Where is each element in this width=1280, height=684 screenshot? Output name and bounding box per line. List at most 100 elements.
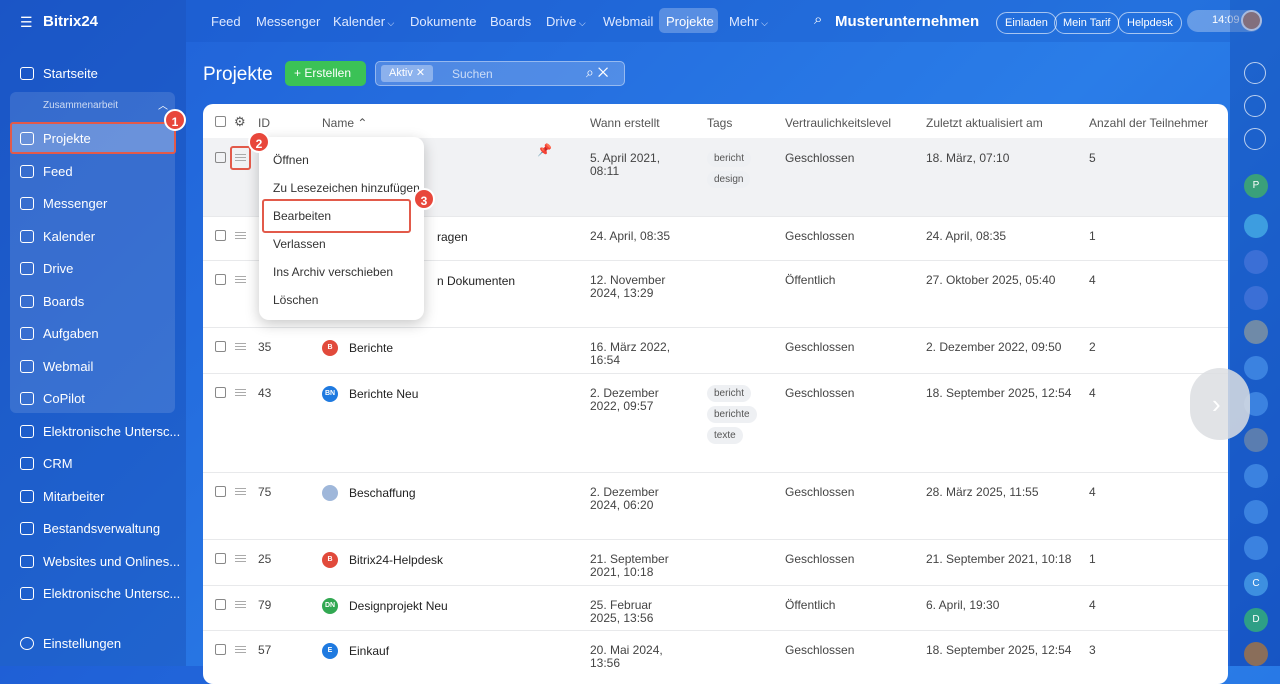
checkbox[interactable] (215, 116, 226, 127)
project-name[interactable]: n Dokumenten (437, 274, 516, 288)
sidebar-item[interactable]: Elektronische Untersc... (43, 586, 181, 601)
sidebar-item[interactable]: Elektronische Untersc... (43, 424, 181, 439)
search-actions[interactable]: ⌕ ✕ (586, 64, 609, 80)
checkbox[interactable] (215, 387, 226, 398)
project-avatar[interactable]: B (322, 552, 338, 568)
sidebar-item[interactable]: Projekte (43, 131, 91, 146)
icon-button[interactable] (1244, 95, 1266, 117)
checkbox[interactable] (215, 553, 226, 564)
chat-avatar[interactable]: C (1244, 572, 1268, 596)
settings[interactable]: Einstellungen (43, 636, 122, 651)
sidebar-item[interactable]: Mitarbeiter (43, 489, 105, 504)
nav-item[interactable]: Messenger (256, 14, 321, 29)
chat-avatar[interactable] (1244, 464, 1268, 488)
tag[interactable]: bericht (707, 385, 752, 402)
chat-avatar[interactable] (1244, 500, 1268, 524)
icon-button[interactable] (1244, 128, 1266, 150)
tag[interactable]: bericht (707, 150, 752, 167)
filter-chip[interactable]: Aktiv ✕ (381, 65, 434, 82)
checkbox[interactable] (215, 644, 226, 655)
sidebar-item[interactable]: CoPilot (43, 391, 85, 406)
checkbox[interactable] (215, 341, 226, 352)
column-header[interactable]: Tags (707, 116, 733, 130)
project-name[interactable]: Designprojekt Neu (349, 599, 448, 613)
top-button[interactable]: Mein Tarif (1054, 12, 1120, 34)
project-avatar[interactable] (322, 485, 338, 501)
project-avatar[interactable]: BN (322, 386, 338, 402)
checkbox[interactable] (215, 486, 226, 497)
project-name[interactable]: Bitrix24-Helpdesk (349, 553, 444, 567)
chevron[interactable]: ︿ (158, 101, 168, 112)
logo[interactable]: Bitrix24 (43, 13, 99, 30)
nav-item[interactable]: Boards (490, 14, 532, 29)
project-avatar[interactable]: E (322, 643, 338, 659)
sidebar-item[interactable]: Messenger (43, 196, 108, 211)
user-avatar[interactable] (1241, 10, 1262, 31)
menu-item[interactable]: Öffnen (273, 153, 309, 167)
sidebar-item[interactable]: Boards (43, 294, 85, 309)
row-menu[interactable] (235, 555, 246, 562)
nav-item[interactable]: Feed (211, 14, 241, 29)
nav-item[interactable]: Mehr ⌵ (729, 14, 768, 29)
column-header[interactable]: Vertraulichkeitslevel (785, 116, 892, 130)
menu-icon[interactable]: ☰ (20, 14, 33, 30)
chat-avatar[interactable] (1244, 320, 1268, 344)
nav-item[interactable]: Drive ⌵ (546, 14, 586, 29)
sidebar-item[interactable]: CRM (43, 456, 73, 471)
create-button[interactable]: + Erstellen (285, 61, 366, 86)
sidebar-item[interactable]: Webmail (43, 359, 94, 374)
chat-avatar[interactable] (1244, 642, 1268, 666)
pin[interactable]: 📌 (537, 143, 552, 157)
project-avatar[interactable]: DN (322, 598, 338, 614)
menu-item[interactable]: Ins Archiv verschieben (273, 265, 394, 279)
sidebar-item[interactable]: Startseite (43, 66, 98, 81)
row-menu[interactable] (235, 601, 246, 608)
column-header[interactable]: Anzahl der Teilnehmer (1089, 116, 1209, 130)
sidebar-item[interactable]: Feed (43, 164, 73, 179)
search-icon[interactable]: ⌕ (814, 11, 823, 28)
menu-item[interactable]: Bearbeiten (273, 209, 332, 223)
column-header[interactable]: Name ⌃ (322, 116, 368, 130)
row-menu[interactable] (235, 389, 246, 396)
top-button[interactable]: Helpdesk (1118, 12, 1182, 34)
chat-avatar[interactable] (1244, 286, 1268, 310)
project-name[interactable]: Berichte Neu (349, 387, 419, 401)
sidebar-item[interactable]: Aufgaben (43, 326, 99, 341)
menu-item[interactable]: Zu Lesezeichen hinzufügen (273, 181, 420, 195)
menu-item[interactable]: Löschen (273, 293, 319, 307)
column-header[interactable]: Zuletzt aktualisiert am (926, 116, 1043, 130)
checkbox[interactable] (215, 230, 226, 241)
checkbox[interactable] (215, 274, 226, 285)
chat-avatar[interactable]: D (1244, 608, 1268, 632)
nav-item[interactable]: Webmail (603, 14, 654, 29)
menu-item[interactable]: Verlassen (273, 237, 326, 251)
tag[interactable]: berichte (707, 406, 757, 423)
project-name[interactable]: Einkauf (349, 644, 390, 658)
sidebar-item[interactable]: Bestandsverwaltung (43, 521, 161, 536)
tag[interactable]: texte (707, 427, 743, 444)
row-menu[interactable] (235, 276, 246, 283)
top-button[interactable]: Einladen (996, 12, 1057, 34)
chat-avatar[interactable] (1244, 428, 1268, 452)
project-avatar[interactable]: B (322, 340, 338, 356)
sidebar-item[interactable]: Drive (43, 261, 74, 276)
row-menu[interactable] (235, 343, 246, 350)
column-header[interactable]: ID (258, 116, 270, 130)
sidebar-item[interactable]: Websites und Onlines... (43, 554, 181, 569)
row-menu[interactable] (235, 232, 246, 239)
group-label[interactable]: Zusammenarbeit (43, 100, 119, 111)
chat-avatar[interactable] (1244, 356, 1268, 380)
project-name[interactable]: ragen (437, 230, 468, 244)
chat-avatar[interactable] (1244, 250, 1268, 274)
search-box[interactable]: Aktiv ✕ Suchen ⌕ ✕ (375, 61, 625, 86)
gear[interactable]: ⚙ (234, 114, 246, 129)
project-name[interactable]: Berichte (349, 341, 394, 355)
row-menu[interactable] (235, 488, 246, 495)
nav-item[interactable]: Projekte (666, 14, 714, 29)
chat-avatar[interactable] (1244, 214, 1268, 238)
nav-item[interactable]: Kalender ⌵ (333, 14, 395, 29)
project-name[interactable]: Beschaffung (349, 486, 416, 500)
row-menu[interactable] (235, 154, 246, 161)
checkbox[interactable] (215, 599, 226, 610)
chat-avatar[interactable] (1244, 536, 1268, 560)
